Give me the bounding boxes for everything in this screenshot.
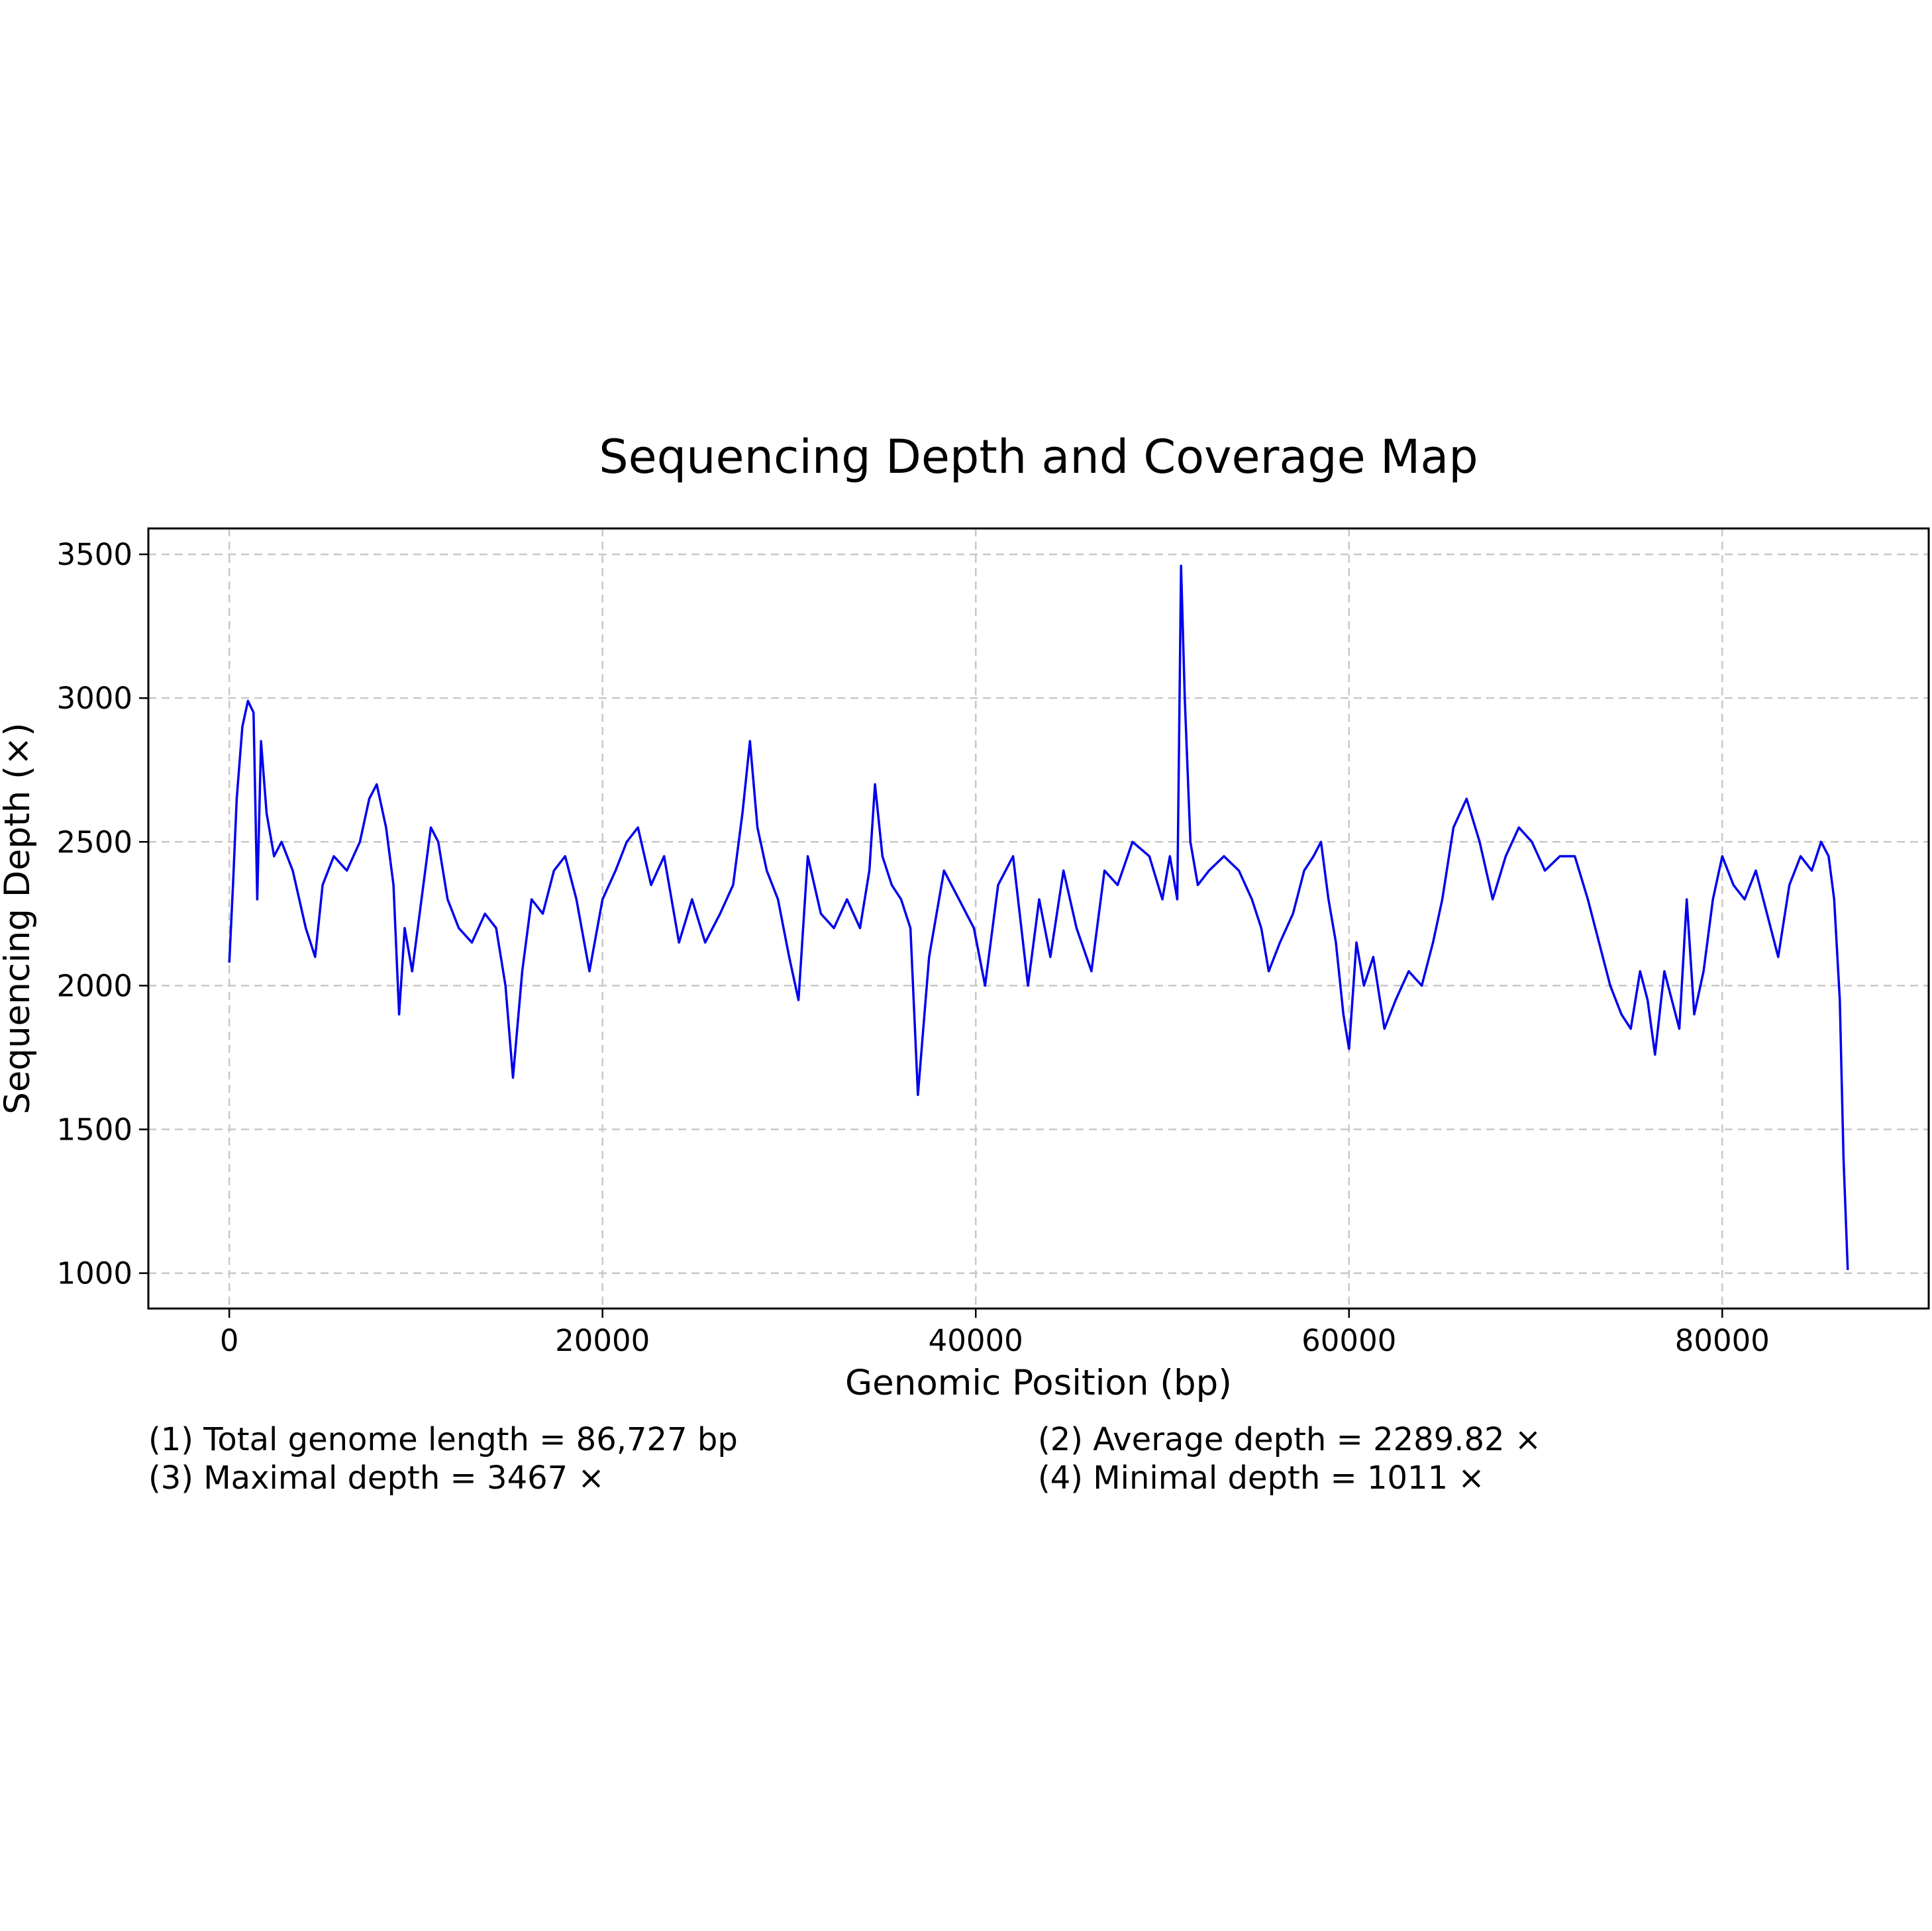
x-tick-label: 0: [220, 1323, 239, 1358]
y-axis-label: Sequencing Depth (×): [0, 722, 38, 1114]
x-axis-label: Genomic Position (bp): [845, 1363, 1232, 1403]
x-tick-label: 20000: [555, 1323, 650, 1358]
y-tick-label: 2000: [56, 968, 132, 1003]
x-tick-label: 40000: [929, 1323, 1023, 1358]
y-tick-label: 1500: [56, 1112, 132, 1147]
x-tick-label: 80000: [1675, 1323, 1770, 1358]
x-tick-label: 60000: [1301, 1323, 1396, 1358]
y-tick-label: 1000: [56, 1256, 132, 1291]
y-tick-label: 3000: [56, 681, 132, 716]
plot-frame: [147, 527, 1930, 1310]
x-axis: 0 20000 40000 60000 80000: [220, 1309, 1770, 1358]
y-tick-label: 3500: [56, 537, 132, 572]
stat-average-depth: (2) Average depth = 2289.82 ×: [1038, 1421, 1541, 1458]
chart-title: Sequencing Depth and Coverage Map: [599, 430, 1478, 484]
y-axis: 1000 1500 2000 2500 3000 3500: [56, 537, 148, 1291]
stat-min-depth: (4) Minimal depth = 1011 ×: [1038, 1460, 1485, 1497]
y-tick-label: 2500: [56, 824, 132, 860]
stat-max-depth: (3) Maximal depth = 3467 ×: [148, 1460, 605, 1497]
stat-total-length: (1) Total genome length = 86,727 bp: [148, 1421, 738, 1458]
depth-series-line: [228, 564, 1849, 1270]
gridlines: [148, 528, 1929, 1309]
